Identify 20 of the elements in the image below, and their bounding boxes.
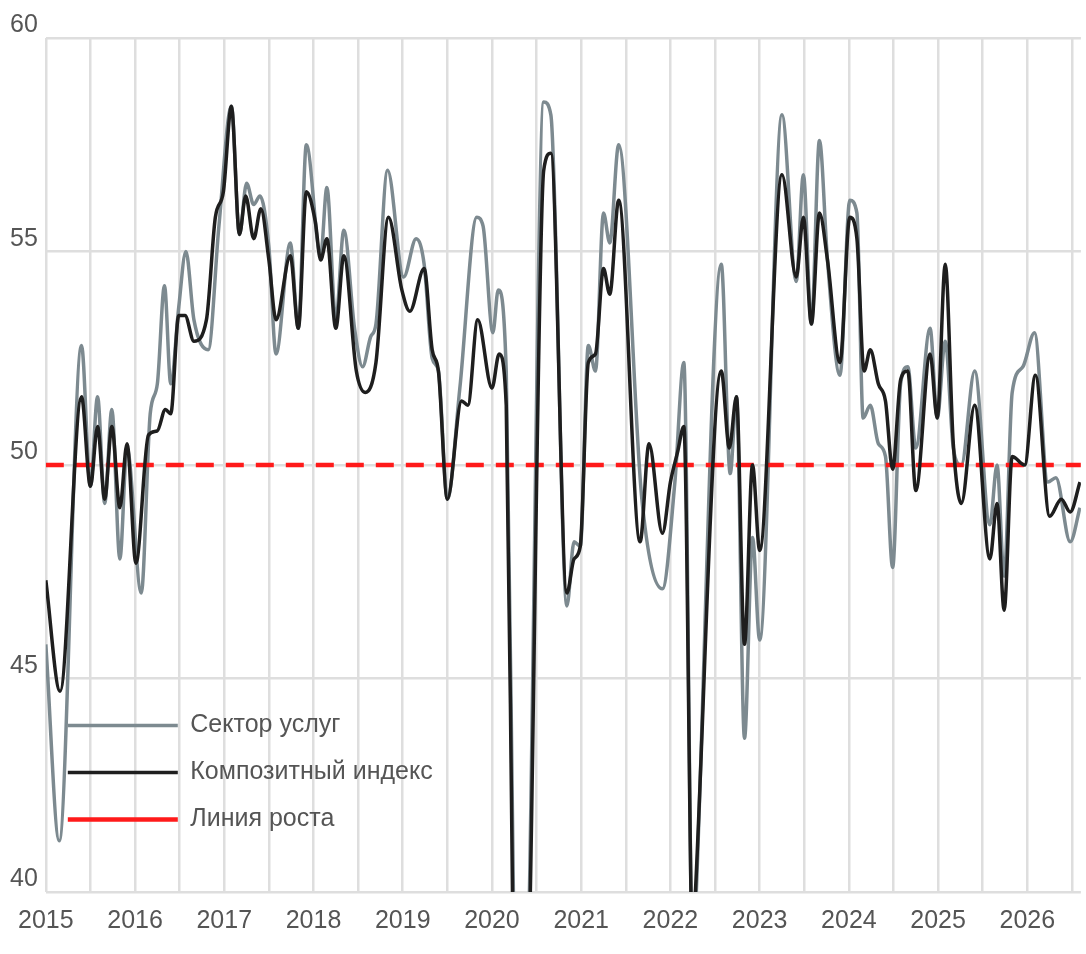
y-tick-label: 50 [10, 436, 38, 465]
y-tick-label: 60 [10, 9, 38, 38]
x-tick-label: 2016 [107, 904, 163, 933]
x-tick-label: 2022 [642, 904, 699, 933]
y-tick-label: 40 [10, 863, 38, 892]
x-tick-label: 2019 [374, 904, 431, 933]
x-tick-label: 2025 [910, 904, 966, 933]
x-tick-label: 2023 [731, 904, 788, 933]
legend-label: Сектор услуг [190, 709, 341, 738]
x-tick-label: 2020 [464, 904, 520, 933]
x-tick-label: 2021 [553, 904, 610, 933]
x-tick-label: 2015 [18, 904, 74, 933]
y-tick-label: 55 [10, 222, 38, 251]
x-tick-label: 2026 [999, 904, 1056, 933]
y-tick-label: 45 [10, 649, 38, 678]
x-tick-label: 2018 [285, 904, 342, 933]
x-tick-label: 2024 [821, 904, 877, 933]
legend-label: Композитный индекс [190, 756, 433, 785]
x-tick-label: 2017 [196, 904, 253, 933]
legend-label: Линия роста [190, 803, 335, 832]
